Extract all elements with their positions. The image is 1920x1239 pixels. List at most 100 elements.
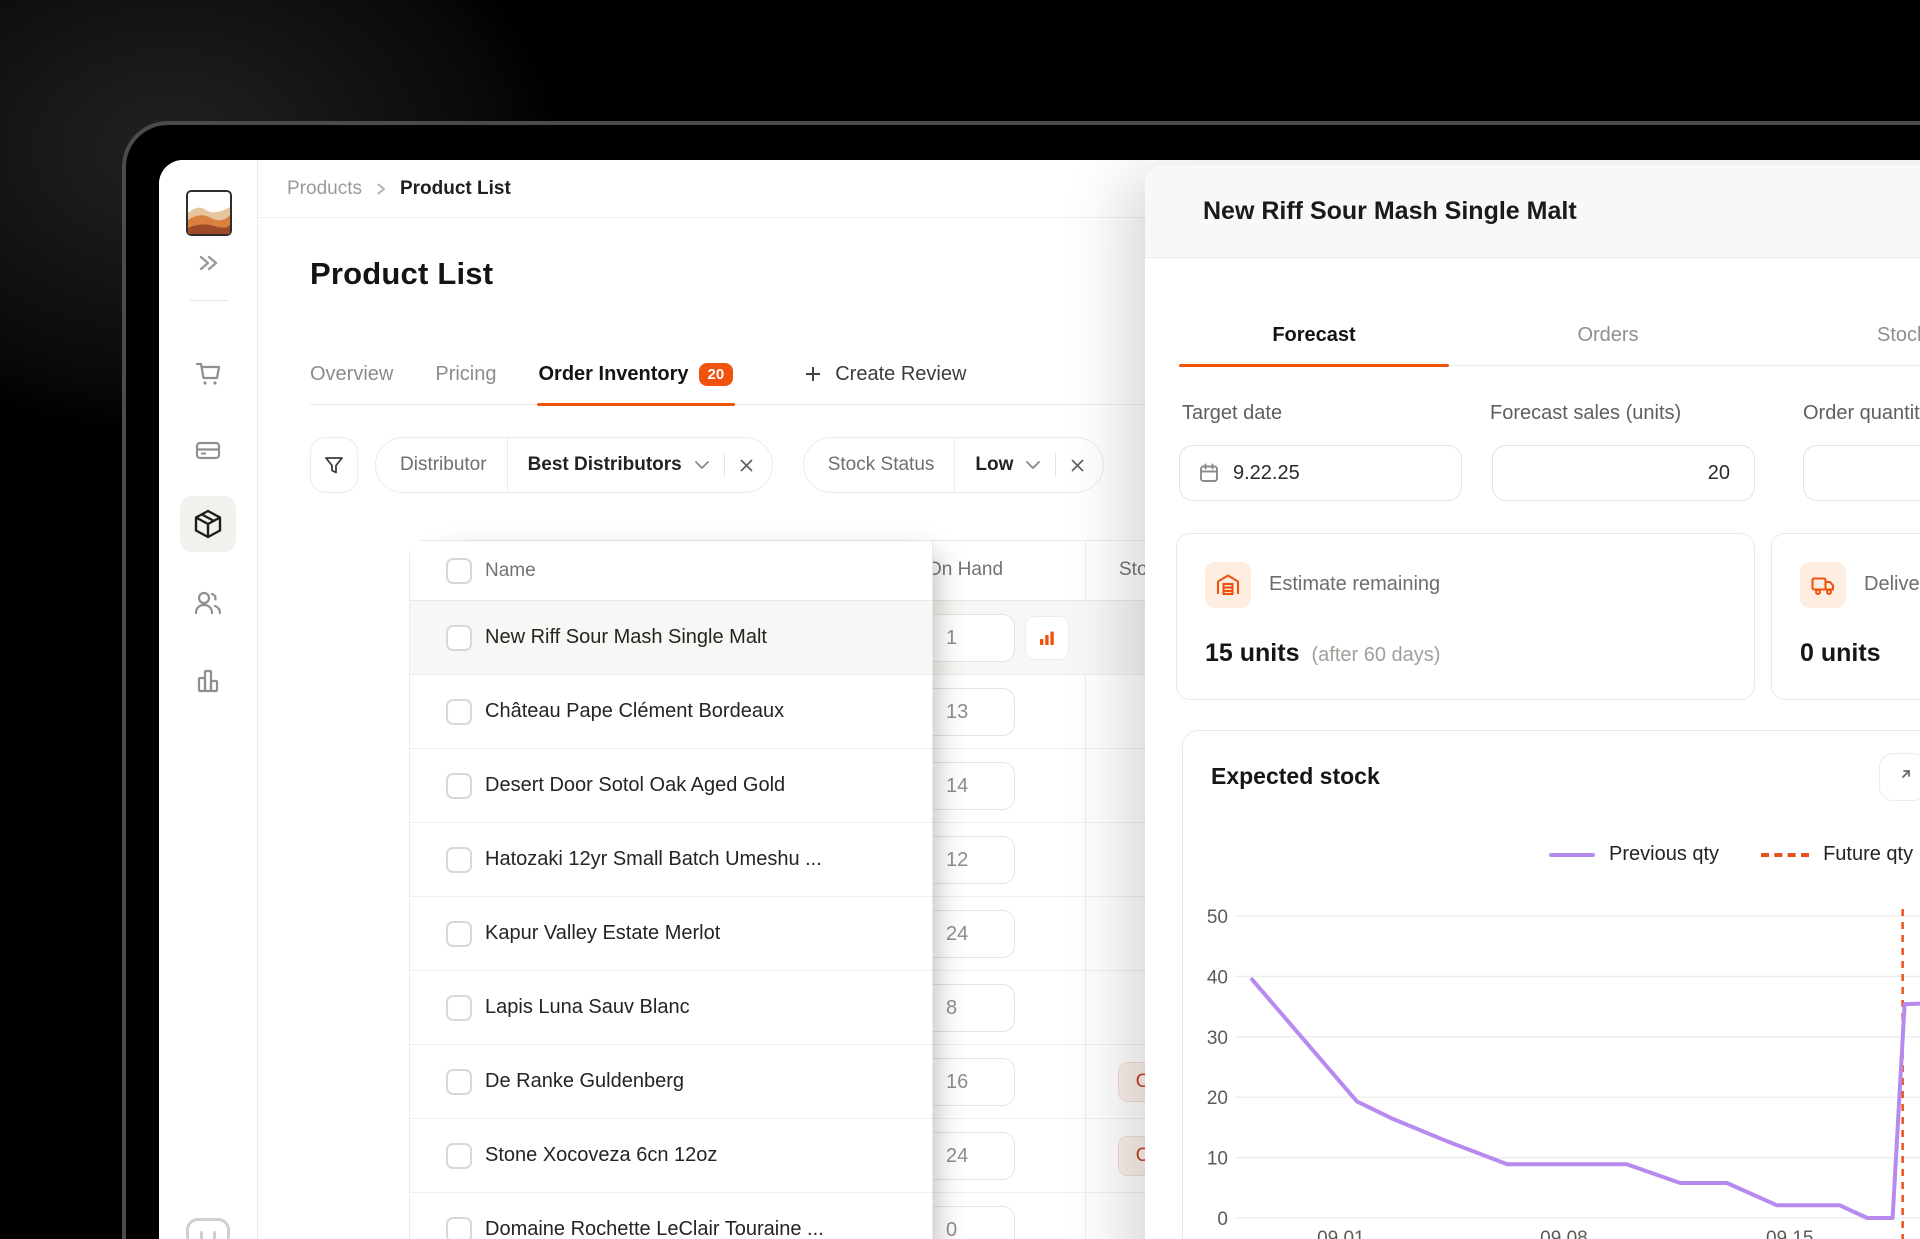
select-all-checkbox[interactable]	[446, 557, 472, 584]
filter-pill-stock-status: Stock Status Low	[802, 437, 1105, 493]
row-checkbox[interactable]	[446, 698, 472, 725]
chart-expand-button[interactable]	[1879, 753, 1920, 801]
panel-tab-stock[interactable]: Stock	[1876, 323, 1920, 346]
table-row-name[interactable]: De Ranke Guldenberg	[410, 1045, 932, 1119]
app-logo[interactable]	[186, 190, 232, 236]
product-name: Domaine Rochette LeClair Touraine ...	[485, 1218, 824, 1239]
remove-filter-button[interactable]	[1056, 458, 1103, 473]
table-row-name[interactable]: Kapur Valley Estate Merlot	[410, 897, 932, 971]
bar-chart-icon	[197, 669, 219, 693]
svg-text:09.08: 09.08	[1540, 1228, 1588, 1239]
assistant-icon-dot	[213, 1231, 216, 1239]
forecast-sales-label: Forecast sales (units)	[1490, 402, 1682, 424]
product-name: Desert Door Sotol Oak Aged Gold	[485, 774, 786, 796]
svg-text:50: 50	[1207, 907, 1228, 928]
chevron-down-icon[interactable]	[694, 460, 724, 470]
name-column: Name New Riff Sour Mash Single Malt Châte…	[410, 541, 933, 1239]
sidebar	[159, 160, 258, 1239]
order-quantity-label: Order quantity	[1803, 402, 1920, 424]
tab-order-inventory[interactable]: Order Inventory 20	[536, 344, 735, 406]
forecast-sales-input[interactable]: 20	[1492, 445, 1755, 501]
row-checkbox[interactable]	[446, 920, 472, 947]
package-icon	[194, 509, 222, 539]
row-checkbox[interactable]	[446, 1068, 472, 1095]
table-row-name[interactable]: Stone Xocoveza 6cn 12oz	[410, 1119, 932, 1193]
funnel-icon	[325, 457, 343, 474]
tab-overview[interactable]: Overview	[310, 362, 394, 385]
plus-icon	[806, 367, 821, 381]
filter-value[interactable]: Best Distributors	[527, 454, 682, 475]
target-date-input[interactable]: 9.22.25	[1179, 445, 1462, 501]
row-checkbox[interactable]	[446, 846, 472, 873]
create-review-button[interactable]: Create Review	[803, 363, 966, 386]
row-checkbox[interactable]	[446, 624, 472, 651]
estimate-remaining-label: Estimate remaining	[1269, 573, 1441, 595]
sidebar-item-products[interactable]	[180, 496, 236, 552]
filter-button[interactable]	[310, 437, 358, 493]
credit-card-icon	[195, 441, 221, 460]
estimate-remaining-card: Estimate remaining 15 units (after 60 da…	[1176, 533, 1755, 700]
table-row-name[interactable]: Domaine Rochette LeClair Touraine ...	[410, 1193, 932, 1239]
row-checkbox[interactable]	[446, 772, 472, 799]
panel-title: New Riff Sour Mash Single Malt	[1203, 196, 1577, 225]
cart-icon	[195, 362, 221, 385]
product-detail-panel: New Riff Sour Mash Single Malt Forecast …	[1145, 165, 1920, 1239]
column-header-on-hand[interactable]: On Hand	[927, 559, 1004, 580]
delivery-label: Delivery	[1864, 573, 1920, 595]
table-row-name[interactable]: Château Pape Clément Bordeaux	[410, 675, 932, 749]
header-divider	[258, 217, 1178, 218]
expected-stock-card: Expected stock Previous qty Future qty 0…	[1182, 730, 1920, 1239]
product-name: De Ranke Guldenberg	[485, 1070, 685, 1092]
calendar-icon	[1200, 463, 1218, 482]
row-checkbox[interactable]	[446, 1142, 472, 1169]
page-tabs: Overview Pricing Order Inventory 20 Crea…	[310, 344, 1150, 406]
sidebar-item-cart[interactable]	[180, 345, 236, 401]
filter-bar: Distributor Best Distributors Stock Stat…	[310, 437, 1105, 493]
panel-tab-forecast[interactable]: Forecast	[1179, 305, 1449, 367]
product-name: Kapur Valley Estate Merlot	[485, 922, 721, 944]
sidebar-item-reports[interactable]	[180, 653, 236, 709]
chart-legend: Previous qty Future qty	[1549, 843, 1913, 866]
double-chevron-right-icon	[199, 255, 218, 271]
product-name: Château Pape Clément Bordeaux	[485, 700, 785, 722]
row-checkbox[interactable]	[446, 994, 472, 1021]
estimate-remaining-value: 15 units	[1205, 639, 1300, 667]
assistant-icon	[200, 1231, 203, 1239]
filter-field-label: Stock Status	[827, 454, 935, 475]
table-row-name[interactable]: Hatozaki 12yr Small Batch Umeshu ...	[410, 823, 932, 897]
remove-filter-button[interactable]	[725, 458, 772, 473]
legend-previous-qty-swatch	[1549, 852, 1595, 857]
sidebar-collapse-button[interactable]	[192, 250, 226, 276]
name-column-header: Name	[410, 541, 932, 601]
sidebar-item-assistant[interactable]	[186, 1218, 230, 1239]
table-row-name[interactable]: New Riff Sour Mash Single Malt	[410, 601, 932, 675]
order-quantity-input[interactable]	[1803, 445, 1920, 501]
panel-tab-orders[interactable]: Orders	[1577, 323, 1639, 346]
product-name: Stone Xocoveza 6cn 12oz	[485, 1144, 718, 1166]
column-header-name[interactable]: Name	[485, 559, 536, 581]
page-title: Product List	[310, 256, 494, 291]
breadcrumb-parent[interactable]: Products	[287, 177, 362, 199]
mini-bar-chart-icon	[1040, 631, 1054, 645]
close-icon	[1071, 458, 1084, 472]
svg-text:09.15: 09.15	[1766, 1228, 1814, 1239]
target-date-value: 9.22.25	[1233, 461, 1300, 484]
chevron-down-icon[interactable]	[1025, 460, 1055, 470]
sidebar-item-customers[interactable]	[180, 575, 236, 631]
product-name: Lapis Luna Sauv Blanc	[485, 996, 690, 1018]
main-content: Products Product List Product List Overv…	[258, 160, 1409, 1239]
sidebar-item-billing[interactable]	[180, 422, 236, 478]
row-forecast-button[interactable]	[1025, 616, 1069, 660]
row-checkbox[interactable]	[446, 1216, 472, 1239]
tab-pricing[interactable]: Pricing	[435, 362, 497, 385]
svg-text:09.01: 09.01	[1317, 1228, 1365, 1239]
filter-field-label: Distributor	[400, 454, 487, 475]
legend-future-qty-swatch	[1761, 852, 1810, 857]
svg-text:30: 30	[1207, 1028, 1228, 1049]
sidebar-divider	[190, 300, 228, 301]
filter-pill-distributor: Distributor Best Distributors	[375, 437, 773, 493]
filter-value[interactable]: Low	[975, 454, 1014, 475]
legend-future-qty-label: Future qty	[1823, 843, 1914, 865]
table-row-name[interactable]: Lapis Luna Sauv Blanc	[410, 971, 932, 1045]
table-row-name[interactable]: Desert Door Sotol Oak Aged Gold	[410, 749, 932, 823]
